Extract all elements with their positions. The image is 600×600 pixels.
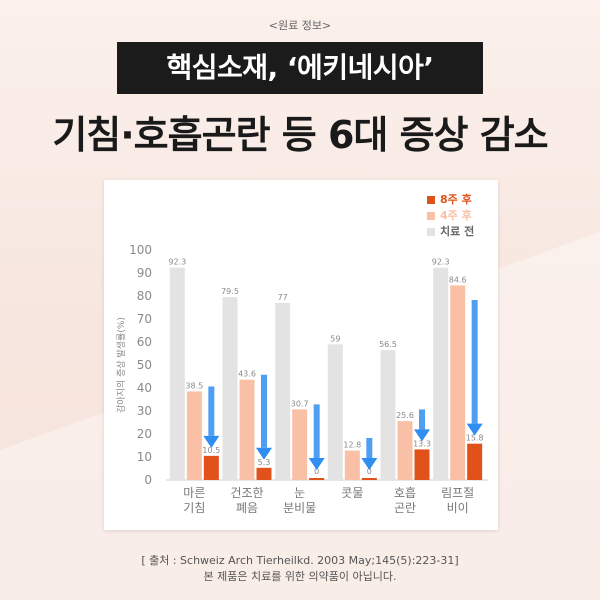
legend-label: 4주 후	[440, 209, 472, 222]
data-label: 92.3	[168, 258, 186, 267]
bar-week8	[467, 443, 483, 480]
x-tick-label: 호흡	[394, 486, 416, 500]
legend-item: 치료 전	[427, 224, 474, 240]
data-label: 12.8	[343, 441, 361, 450]
legend-label: 치료 전	[440, 225, 475, 238]
chart-card: 0 10 20 30 40 50 60 70 80 90 100 감아지의 증상 발생률(%) 92.3…	[104, 180, 498, 530]
legend-swatch	[427, 212, 435, 220]
data-label: 13.3	[413, 439, 431, 448]
page-title: 기침·호흡곤란 등 6대 증상 감소	[52, 113, 548, 157]
legend-label: 8주 후	[440, 193, 472, 206]
decrease-arrow-shaft	[313, 404, 320, 458]
bar-before	[433, 267, 449, 480]
data-label: 59	[330, 334, 340, 343]
x-tick-label: 기침	[183, 501, 205, 515]
legend-swatch	[427, 228, 435, 236]
source-tag: <원료 정보>	[268, 19, 332, 32]
x-tick-label: 건조한	[230, 486, 263, 500]
decrease-arrow-shaft	[471, 300, 478, 424]
data-label: 0	[367, 467, 372, 476]
y-tick-label: 90	[137, 266, 152, 280]
y-tick-label: 100	[129, 243, 152, 257]
decrease-arrow-head	[466, 423, 483, 436]
bar-before	[380, 350, 396, 480]
y-axis-label: 감아지의 증상 발생률(%)	[115, 317, 127, 413]
bar-week4	[239, 379, 255, 480]
disclaimer: 본 제품은 치료를 위한 의약품이 아닙니다.	[203, 570, 397, 583]
x-tick-label: 곤란	[394, 501, 416, 515]
data-label: 92.3	[432, 258, 450, 267]
bar-week4	[292, 409, 308, 480]
bar-week8	[414, 449, 430, 480]
bar-week8	[256, 467, 272, 480]
bar-before	[169, 267, 185, 480]
bar-week8	[203, 455, 219, 480]
y-tick-label: 40	[137, 381, 152, 395]
legend-item: 8주 후	[427, 192, 474, 208]
data-label: 0	[314, 467, 319, 476]
legend-item: 4주 후	[427, 208, 474, 224]
data-label: 43.6	[238, 370, 256, 379]
x-tick-label: 분비물	[283, 501, 316, 515]
bar-week4	[344, 450, 360, 480]
decrease-arrow-head	[361, 458, 378, 470]
y-tick-label: 80	[137, 289, 152, 303]
decrease-arrow-shaft	[208, 386, 215, 436]
bar-before	[327, 344, 343, 480]
data-label: 15.8	[466, 434, 484, 443]
data-label: 25.6	[396, 411, 414, 420]
x-tick-label: 콧물	[341, 486, 363, 500]
data-label: 30.7	[291, 399, 309, 408]
y-tick-label: 10	[137, 450, 152, 464]
decrease-arrow-shaft	[261, 374, 267, 448]
bar-week8	[361, 478, 377, 480]
decrease-arrow-shaft	[366, 438, 373, 458]
data-label: 56.5	[379, 340, 397, 349]
x-tick-label: 눈	[294, 486, 305, 500]
data-label: 38.5	[185, 381, 203, 390]
x-tick-label: 폐음	[236, 501, 258, 515]
bar-chart: 0 10 20 30 40 50 60 70 80 90 100 감아지의 증상 발생률(%) 92.3…	[115, 243, 488, 515]
decrease-arrow-shaft	[419, 409, 425, 430]
y-tick-label: 30	[137, 404, 152, 418]
headline-text: 핵심소재, ‘에키네시아’	[166, 51, 435, 84]
y-tick-label: 0	[144, 473, 152, 487]
y-tick-label: 20	[137, 427, 152, 441]
decrease-arrow-head	[308, 458, 325, 470]
data-label: 79.5	[221, 287, 239, 296]
data-label: 10.5	[202, 446, 220, 455]
headline-banner: 핵심소재, ‘에키네시아’	[117, 42, 483, 94]
y-tick-label: 50	[137, 358, 152, 372]
data-label: 84.6	[449, 275, 467, 284]
bar-before	[275, 302, 291, 480]
x-tick-label: 마른	[183, 486, 205, 500]
decrease-arrow-head	[256, 447, 272, 460]
bar-week4	[397, 421, 413, 480]
y-tick-label: 70	[137, 312, 152, 326]
decrease-arrow-head	[203, 435, 220, 448]
data-label: 5.3	[258, 458, 271, 467]
citation: [ 출처 : Schweiz Arch Tierheilkd. 2003 May…	[141, 554, 459, 567]
y-tick-label: 60	[137, 335, 152, 349]
bar-week4	[186, 391, 202, 480]
bar-week4	[450, 285, 466, 480]
decrease-arrow-head	[414, 429, 430, 442]
x-tick-label: 림프절	[441, 486, 474, 500]
bar-week8	[309, 478, 325, 480]
x-tick-label: 비이	[447, 501, 469, 515]
legend-swatch	[427, 196, 435, 204]
bar-before	[222, 297, 238, 480]
data-label: 77	[278, 293, 288, 302]
